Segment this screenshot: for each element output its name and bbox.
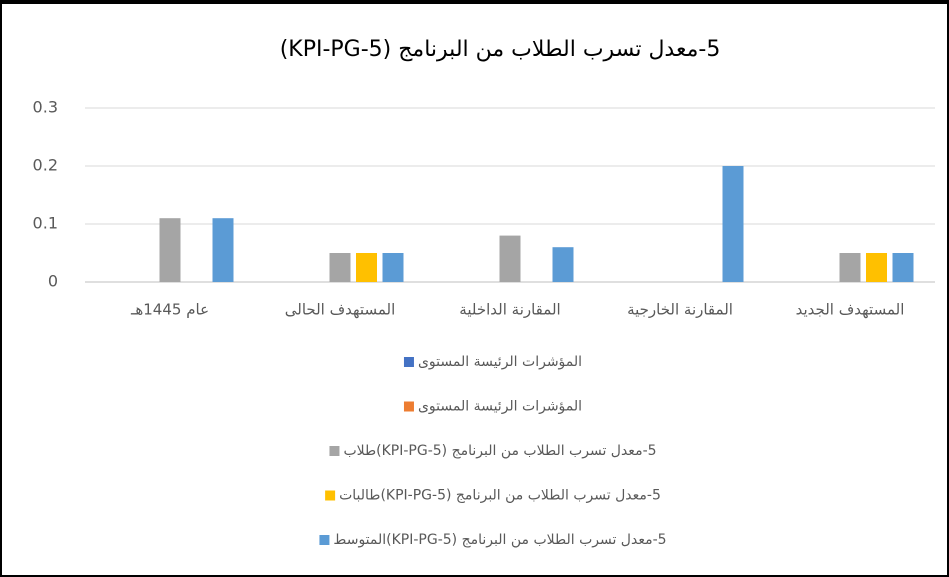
legend-label: المؤشرات الرئيسة المستوى	[418, 399, 582, 415]
y-tick-label: 0	[48, 272, 58, 291]
bar	[839, 253, 861, 282]
legend-label: 5-معدل تسرب الطلاب من البرنامج (KPI-PG-5…	[339, 488, 661, 504]
x-tick-label: المقارنة الخارجية	[627, 301, 733, 319]
top-edge	[0, 0, 949, 4]
legend-swatch	[403, 357, 414, 367]
x-tick-label: المستهدف الحالى	[285, 301, 396, 319]
bar	[356, 253, 377, 282]
legend-label: المؤشرات الرئيسة المستوى	[418, 354, 582, 370]
x-tick-label: المقارنة الداخلية	[459, 301, 560, 319]
bar	[382, 253, 404, 282]
legend-swatch	[329, 446, 340, 456]
y-tick-label: 0.2	[33, 156, 58, 175]
y-tick-label: 0.1	[33, 214, 58, 233]
bar	[159, 218, 181, 282]
legend-swatch	[403, 401, 414, 412]
bar	[866, 253, 887, 282]
x-tick-label: المستهدف الجديد	[796, 301, 905, 319]
legend-swatch	[319, 535, 330, 545]
bar	[552, 247, 574, 282]
bar	[329, 253, 351, 282]
x-tick-label: عام 1445هـ	[130, 301, 209, 319]
bar	[892, 253, 914, 282]
chart-title: 5-معدل تسرب الطلاب من البرنامج (KPI-PG-5…	[280, 37, 721, 62]
bar	[722, 166, 744, 282]
bar	[212, 218, 234, 282]
y-tick-label: 0.3	[33, 98, 58, 117]
bar	[499, 235, 521, 282]
legend-swatch	[325, 490, 336, 501]
legend-label: 5-معدل تسرب الطلاب من البرنامج (KPI-PG-5…	[343, 443, 656, 459]
legend-label: 5-معدل تسرب الطلاب من البرنامج (KPI-PG-5…	[333, 532, 666, 548]
